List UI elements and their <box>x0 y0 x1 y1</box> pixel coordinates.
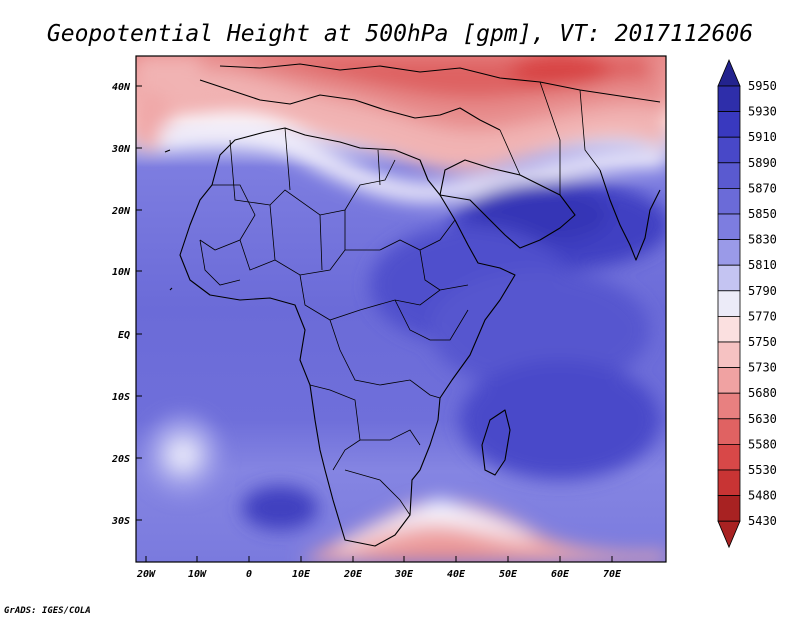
colorbar-label: 5790 <box>748 284 777 298</box>
colorbar-box <box>717 187 741 215</box>
lat-label: 20S <box>111 454 130 465</box>
colorbar-label: 5950 <box>748 79 777 93</box>
longitude-axis: 20W 10W 0 10E 20E 30E 40E 50E 60E 70E <box>136 556 622 580</box>
country-borders <box>199 81 601 516</box>
map-title: Geopotential Height at 500hPa [gpm], VT:… <box>47 21 753 47</box>
colorbar-box <box>717 111 741 138</box>
colorbar-box <box>717 315 741 343</box>
plot-area <box>136 56 666 562</box>
lat-label: EQ <box>118 330 130 341</box>
colorbar-box <box>717 290 741 317</box>
lon-label: 0 <box>246 569 252 580</box>
lon-label: 10E <box>292 569 311 580</box>
colorbar-label: 5890 <box>748 156 777 170</box>
colorbar-label: 5910 <box>748 130 777 144</box>
colorbar-box <box>717 213 741 241</box>
colorbar-box <box>717 367 741 394</box>
plot-frame <box>135 55 667 563</box>
colorbar-label: 5580 <box>748 437 777 451</box>
coastline <box>164 63 661 547</box>
colorbar-box <box>717 85 741 113</box>
lon-label: 40E <box>447 569 466 580</box>
colorbar-box <box>717 418 741 445</box>
latitude-axis: 40N 30N 20N 10N EQ 10S 20S 30S <box>111 82 142 527</box>
lat-label: 20N <box>111 206 131 217</box>
colorbar-label: 5870 <box>748 181 777 195</box>
colorbar-label: 5770 <box>748 309 777 323</box>
colorbar-label: 5750 <box>748 335 777 349</box>
lon-label: 70E <box>603 569 622 580</box>
colorbar-label: 5430 <box>748 514 777 528</box>
colorbar-box <box>717 136 741 164</box>
colorbar-arrow-down <box>717 520 741 549</box>
colorbar-arrow-up <box>717 58 741 87</box>
colorbar-label: 5630 <box>748 412 777 426</box>
colorbar-label: 5930 <box>748 105 777 119</box>
colorbar-box <box>717 341 741 369</box>
lon-label: 50E <box>499 569 518 580</box>
lon-label: 30E <box>394 569 414 580</box>
colorbar-box <box>717 443 741 471</box>
colorbar-box <box>717 469 741 497</box>
colorbar-label: 5850 <box>748 207 777 221</box>
lat-label: 10N <box>112 267 131 278</box>
lat-label: 10S <box>112 392 130 403</box>
lat-label: 30N <box>111 144 131 155</box>
colorbar: 5950 5930 5910 5890 5870 5850 5830 5810 5790 5770… <box>717 58 777 549</box>
colorbar-box <box>717 264 741 292</box>
lon-label: 20E <box>343 569 363 580</box>
colorbar-label: 5810 <box>748 258 777 272</box>
colorbar-box <box>717 239 741 266</box>
lat-label: 30S <box>111 516 130 527</box>
lon-label: 10W <box>188 569 207 580</box>
colorbar-box <box>717 392 741 420</box>
colorbar-box <box>717 495 741 522</box>
colorbar-label: 5480 <box>748 489 777 503</box>
colorbar-label: 5680 <box>748 386 777 400</box>
colorbar-box <box>717 162 741 189</box>
lon-label: 20W <box>136 569 156 580</box>
colorbar-label: 5530 <box>748 463 777 477</box>
lat-label: 40N <box>112 82 131 93</box>
colorbar-label: 5730 <box>748 361 777 375</box>
credit-text: GrADS: IGES/COLA <box>4 606 91 616</box>
colorbar-label: 5830 <box>748 233 777 247</box>
lon-label: 60E <box>551 569 570 580</box>
